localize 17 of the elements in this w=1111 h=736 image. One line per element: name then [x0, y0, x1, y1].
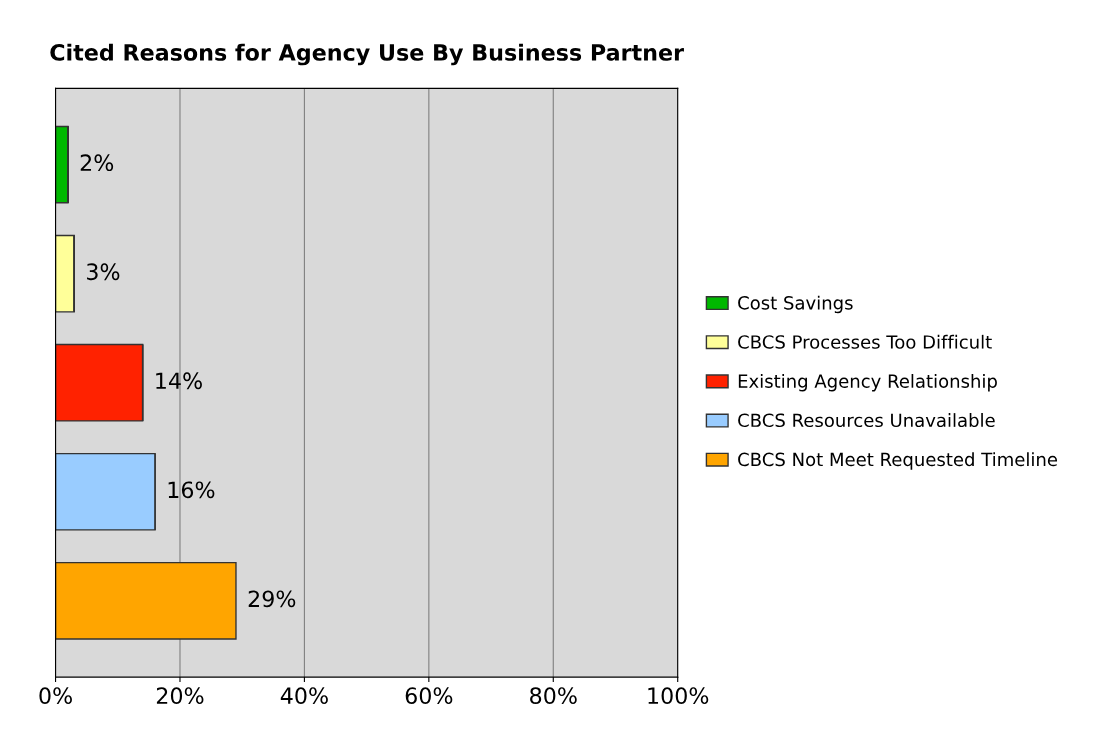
x-tick-label: 80% — [530, 687, 577, 705]
data-label: 14% — [156, 372, 202, 390]
x-tick-label: 0% — [39, 687, 72, 705]
x-tick-label: 40% — [280, 687, 328, 705]
x-tick-label: 20% — [156, 687, 204, 705]
data-label: 16% — [168, 481, 215, 499]
data-label: 2% — [80, 154, 114, 172]
x-tick-label: 60% — [405, 687, 453, 705]
legend-label: Cost Savings — [738, 295, 853, 314]
legend-label: CBCS Processes Too Difficult — [738, 334, 992, 349]
data-label: 3% — [87, 263, 120, 281]
legend-label: CBCS Not Meet Requested Timeline — [738, 452, 1058, 470]
data-label: 29% — [248, 590, 296, 608]
chart-title: Cited Reasons for Agency Use By Business Partner — [50, 43, 684, 66]
legend-label: CBCS Resources Unavailable — [738, 413, 995, 428]
x-tick-label: 100% — [648, 687, 709, 705]
legend-label: Existing Agency Relationship — [738, 373, 997, 392]
